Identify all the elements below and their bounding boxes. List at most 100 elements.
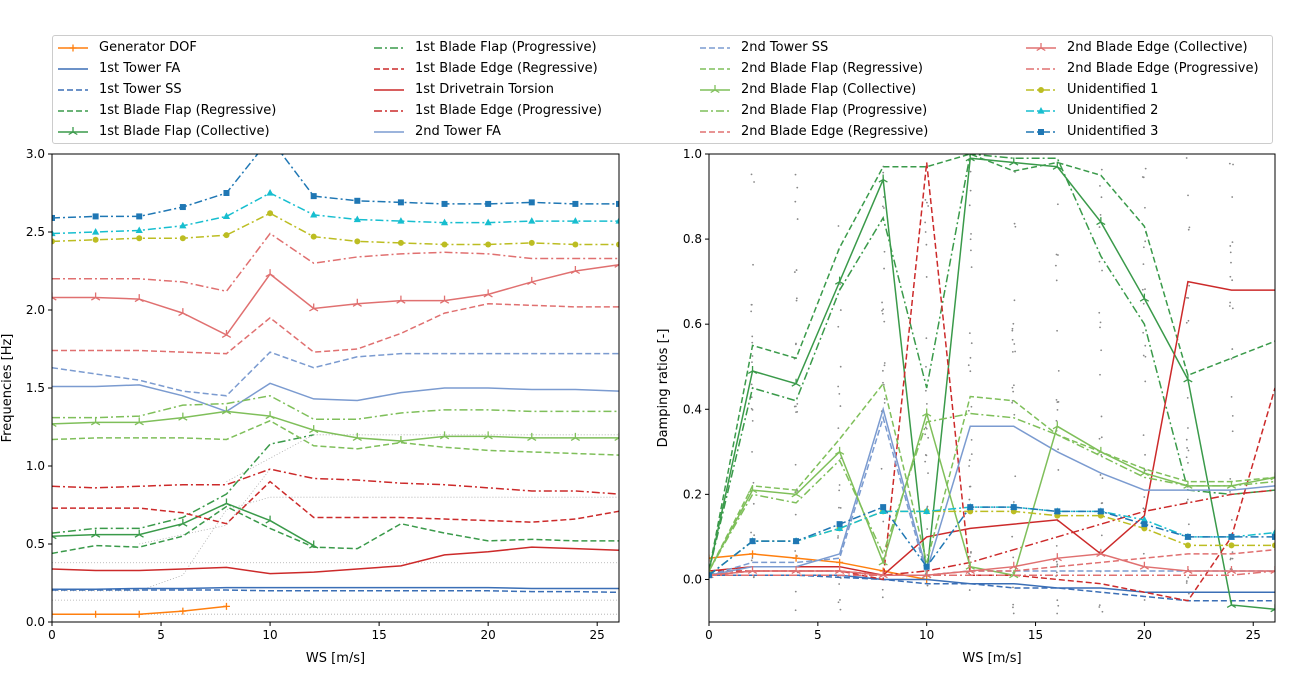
plot2-series-unidentified-3-point-7 (1010, 504, 1017, 511)
plot1-xtick-label-2: 10 (262, 628, 277, 642)
plot2-scatter-dot (1231, 557, 1234, 560)
plot2-scatter-dot (1100, 415, 1103, 418)
plot2-scatter-dot (970, 439, 973, 441)
plot2-series-unidentified-1 (709, 508, 1275, 579)
plot2-scatter-dot (1142, 507, 1145, 510)
plot2-scatter-dot (752, 263, 754, 266)
plot2-series-1st-tower-fa (709, 574, 1275, 593)
plot2-scatter-dot (882, 196, 885, 198)
plot2-scatter-dot (1228, 305, 1231, 307)
plot2-scatter-dot (1144, 206, 1146, 209)
plot1-series-2nd-tower-fa-line (52, 382, 619, 413)
legend-marker-unidentified-3-point-0 (1038, 128, 1044, 135)
plot1-series-2nd-blade-flap-progressive (52, 395, 619, 420)
plot2-scatter-dot (753, 575, 755, 578)
plot1-series-unidentified-1-point-0 (52, 238, 55, 245)
plot1-ytick-label-0: 0.0 (26, 615, 45, 629)
plot2-scatter-dot (837, 325, 840, 328)
plot1-series-2nd-blade-edge-collective-point-6 (309, 303, 319, 312)
plot2-scatter-dot (837, 225, 840, 227)
plot2-scatter-dot (1187, 194, 1189, 197)
plot2-scatter-dot (1141, 176, 1144, 178)
plot2-series-unidentified-1-point-12 (1228, 542, 1235, 549)
plot1-series-2nd-blade-edge-regressive (52, 303, 619, 355)
plot2-scatter-dot (752, 481, 755, 484)
plot2-scatter-dot (925, 276, 928, 278)
plot2-scatter-dot (751, 355, 754, 357)
plot1-series-unidentified-2-line (52, 192, 619, 235)
plot2-xtick-label-0: 0 (705, 628, 713, 642)
plot1-series-unidentified-2-point-10 (484, 218, 492, 226)
legend-item-1st-blade-edge-regressive: 1st Blade Edge (Regressive) (372, 58, 598, 79)
plot1-xtick-label-1: 5 (157, 628, 165, 642)
plot2-ytick-label-1: 0.2 (683, 487, 702, 501)
plot2-scatter-dot (881, 312, 884, 315)
plot2-series-2nd-blade-flap-collective-point-5 (922, 408, 932, 417)
legend-item-2nd-blade-edge-regressive: 2nd Blade Edge (Regressive) (698, 121, 928, 142)
legend-label: 2nd Blade Flap (Collective) (741, 82, 917, 97)
plot1-series-generator-dof-point-0 (52, 610, 56, 618)
plot1-series-unidentified-3-point-7 (354, 197, 361, 204)
plot2-scatter-dot (1013, 222, 1016, 225)
plot2-scatter-dot (1011, 350, 1014, 353)
plot2-scatter-dot (881, 309, 883, 312)
plot2-scatter-dot (1229, 245, 1232, 247)
plot1-trace-3 (52, 496, 619, 592)
plot2-scatter-dot (924, 389, 927, 392)
plot2-scatter-dot (839, 608, 842, 611)
plot2-scatter-dot (1188, 284, 1191, 287)
plot1-axes-frame (51, 153, 620, 623)
plot2-series-2nd-blade-edge-collective (709, 548, 1275, 579)
plot2-series-2nd-blade-flap-progressive (709, 412, 1275, 572)
plot1-series-unidentified-1-point-2 (136, 235, 143, 242)
plot2-scatter-dot (1055, 571, 1058, 574)
plot2-scatter-dot (1230, 519, 1233, 521)
plot1-series-2nd-blade-flap-collective-point-13 (614, 432, 619, 441)
plot2-scatter-dot (1098, 604, 1101, 607)
plot2-scatter-dot (926, 584, 929, 587)
plot2-scatter-dot (970, 551, 972, 554)
plot2-scatter-dot (839, 309, 842, 311)
plot1-series-unidentified-1-point-1 (92, 236, 99, 243)
plot1-series-1st-blade-flap-collective (52, 498, 319, 549)
plot2-series-1st-blade-flap-regressive (709, 154, 1275, 572)
plot2-scatter-dot (1055, 419, 1058, 422)
plot2-scatter-dot (796, 410, 799, 413)
plot2-series-unidentified-3 (709, 504, 1275, 579)
plot2-scatter-dot (1229, 490, 1231, 493)
plot2-series-unidentified-3-point-8 (1054, 508, 1061, 515)
plot2-series-2nd-blade-edge-collective-point-10 (1139, 561, 1150, 570)
plot2-series-1st-blade-flap-collective-point-1 (747, 365, 758, 375)
plot1-series-2nd-blade-flap-collective (52, 406, 619, 445)
legend-marker-unidentified-1-point-0 (1038, 86, 1044, 93)
plot1-ylabel: Frequencies [Hz] (0, 334, 15, 443)
legend-swatch-1st-blade-flap-collective (58, 126, 88, 135)
plot1-xlabel: WS [m/s] (306, 651, 365, 666)
plot1-series-1st-blade-flap-collective-point-0 (52, 531, 57, 540)
plot2-series-2nd-blade-flap-collective-point-3 (834, 446, 845, 455)
plot2-scatter-dot (751, 557, 754, 559)
plot2-series-1st-blade-flap-regressive-line (709, 154, 1275, 572)
plot1-series-unidentified-2-point-7 (353, 215, 361, 223)
plot2-series-1st-drivetrain-torsion (709, 280, 1275, 577)
plot2-scatter-dot (1098, 437, 1101, 440)
plot2-scatter-dot (927, 205, 930, 207)
plot2-scatter-dot (1187, 427, 1189, 429)
plot2-scatter-dot (1011, 327, 1014, 330)
plot2-scatter-dot (1100, 502, 1103, 505)
plot1-series-unidentified-2-point-11 (528, 217, 536, 224)
plot2-scatter-dot (1100, 349, 1103, 352)
plot1-series-2nd-blade-flap-collective-point-12 (570, 432, 581, 441)
plot2-scatter-dot (1231, 414, 1234, 417)
plot2-xlabel: WS [m/s] (962, 651, 1021, 666)
plot2-scatter-dot (927, 472, 929, 475)
plot2-scatter-dot (1187, 449, 1190, 452)
legend-swatch-2nd-blade-edge-progressive (1026, 67, 1056, 70)
plot2-scatter-dot (1229, 477, 1232, 480)
plot1-xtick-label-5: 25 (590, 628, 605, 642)
plot2-scatter-dot (1012, 606, 1014, 609)
plot2-scatter-dot (1011, 386, 1014, 389)
plot2-scatter-dot (838, 506, 840, 509)
plot2-scatter-dot (969, 356, 972, 359)
legend-item-1st-tower-ss: 1st Tower SS (56, 79, 182, 100)
